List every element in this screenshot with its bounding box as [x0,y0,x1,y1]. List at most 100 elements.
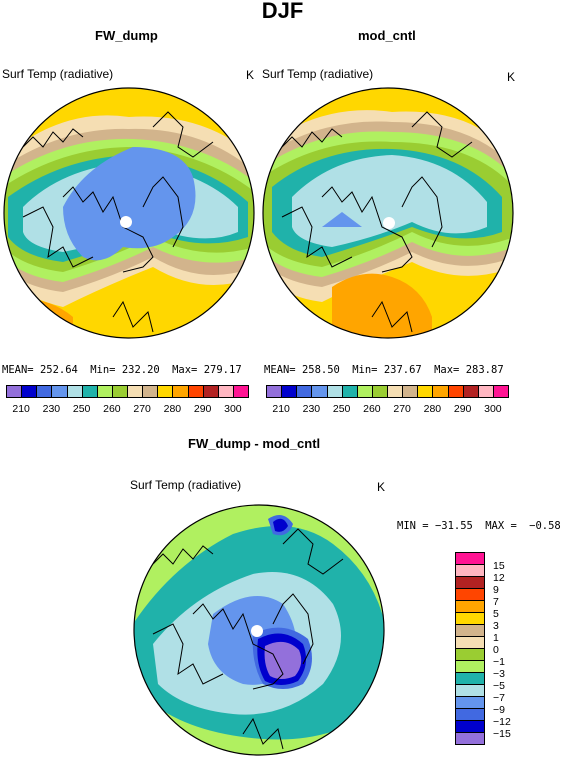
colorbar-swatch [127,385,144,398]
legend-tick-label: −3 [493,668,505,680]
colorbar-swatch [172,385,189,398]
colorbar-swatch [6,385,23,398]
colorbar-swatch [417,385,434,398]
colorbar-tick-label: 300 [224,403,242,415]
colorbar-tick-label: 210 [12,403,30,415]
colorbar-tick-label: 300 [484,403,502,415]
diff-panel-title: FW_dump - mod_cntl [188,436,321,451]
colorbar-swatch [187,385,204,398]
diff-min-value: −31.55 [434,520,473,532]
colorbar-swatch [81,385,98,398]
colorbar-swatch [296,385,313,398]
legend-tick-label: −12 [493,716,511,728]
legend-tick-label: 3 [493,620,499,632]
legend-tick-label: −7 [493,692,505,704]
colorbar-swatch [341,385,358,398]
colorbar-tick-label: 250 [72,403,91,415]
left-min-value: 232.20 [121,364,160,376]
left-max-label: Max= [172,364,198,376]
colorbar-swatch [66,385,83,398]
pole-marker [383,217,395,229]
colorbar-swatch [281,385,298,398]
diff-polar-map [133,504,385,756]
colorbar-swatch [157,385,174,398]
colorbar-swatch [447,385,464,398]
legend-tick-label: 12 [493,572,505,584]
colorbar-swatch [402,385,419,398]
left-max-value: 279.17 [203,364,242,376]
right-mean-value: 258.50 [301,364,340,376]
legend-tick-label: −15 [493,728,511,740]
colorbar-swatch [36,385,53,398]
right-colorbar-labels: 210 230 250 260 270 280 290 300 [266,403,508,417]
pole-marker [120,216,132,228]
right-max-value: 283.87 [465,364,504,376]
legend-tick-label: −9 [493,704,505,716]
diff-colorbar [455,552,485,745]
figure-title: DJF [261,0,304,23]
colorbar-swatch [111,385,128,398]
right-colorbar [266,385,509,398]
colorbar-tick-label: 270 [133,403,151,415]
left-variable-label: Surf Temp (radiative) [2,67,114,81]
right-stats: MEAN= 258.50 Min= 237.67 Max= 283.87 [264,364,504,376]
right-unit-label: K [507,70,516,84]
colorbar-swatch [21,385,38,398]
left-stats: MEAN= 252.64 Min= 232.20 Max= 279.17 [2,364,242,376]
right-min-value: 237.67 [383,364,422,376]
colorbar-tick-label: 230 [302,403,321,415]
right-panel-title: mod_cntl [358,28,416,43]
right-min-label: Min= [352,364,378,376]
colorbar-swatch [217,385,234,398]
left-panel-title: FW_dump [95,28,158,43]
right-mean-label: MEAN= [264,364,296,376]
colorbar-swatch [326,385,343,398]
legend-tick-label: 5 [493,608,499,620]
legend-tick-label: −5 [493,680,505,692]
colorbar-swatch [371,385,388,398]
right-polar-map [262,87,514,339]
colorbar-tick-label: 290 [193,403,212,415]
colorbar-swatch [142,385,159,398]
colorbar-swatch [232,385,249,398]
colorbar-swatch [202,385,219,398]
left-mean-label: MEAN= [2,364,34,376]
left-colorbar [6,385,249,398]
right-max-label: Max= [434,364,460,376]
legend-tick-label: 15 [493,560,505,572]
colorbar-swatch [266,385,283,398]
colorbar-tick-label: 260 [103,403,121,415]
left-polar-map [3,87,255,339]
colorbar-tick-label: 260 [363,403,381,415]
colorbar-swatch [96,385,113,398]
legend-tick-label: 0 [493,644,499,656]
diff-colorbar-labels: 15 12 9 7 5 3 1 0 −1 −3 −5 −7 −9 −12 −15 [493,552,533,760]
diff-min-label: MIN = [397,520,429,532]
left-min-label: Min= [90,364,116,376]
colorbar-tick-label: 250 [332,403,351,415]
diff-stats: MIN = −31.55 MAX = −0.58 [397,520,561,532]
colorbar-swatch [356,385,373,398]
diff-unit-label: K [377,480,386,494]
colorbar-tick-label: 280 [423,403,442,415]
colorbar-swatch [492,385,509,398]
colorbar-tick-label: 230 [42,403,61,415]
colorbar-tick-label: 280 [163,403,182,415]
legend-tick-label: 9 [493,584,499,596]
left-colorbar-labels: 210 230 250 260 270 280 290 300 [6,403,248,417]
colorbar-swatch [462,385,479,398]
legend-swatch [455,732,485,745]
pole-marker [251,625,263,637]
diff-max-label: MAX = [485,520,517,532]
legend-tick-label: 7 [493,596,499,608]
legend-tick-label: 1 [493,632,499,644]
diff-variable-label: Surf Temp (radiative) [130,478,242,492]
diff-max-value: −0.58 [529,520,561,532]
colorbar-swatch [311,385,328,398]
colorbar-swatch [477,385,494,398]
colorbar-tick-label: 270 [393,403,411,415]
colorbar-swatch [387,385,404,398]
left-unit-label: K [246,68,255,82]
right-variable-label: Surf Temp (radiative) [262,67,374,81]
colorbar-swatch [432,385,449,398]
